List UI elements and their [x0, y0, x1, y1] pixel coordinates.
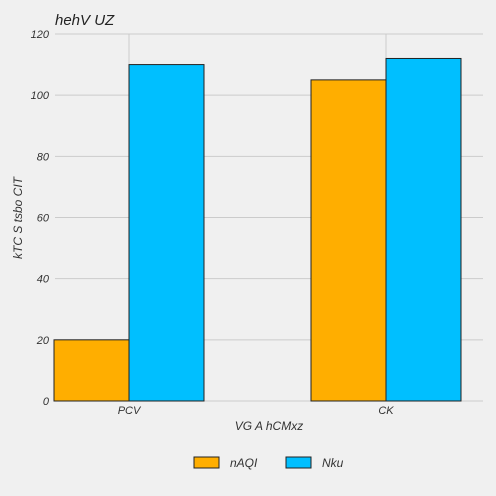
- y-tick-label: 0: [43, 396, 50, 408]
- bar-Nku-CK: [385, 57, 462, 402]
- bar-nAQI-CK: [310, 79, 387, 402]
- legend-label-Nku: Nku: [322, 456, 344, 470]
- y-tick-label: 80: [37, 151, 50, 163]
- bar-Nku-PCV: [128, 64, 205, 402]
- y-tick-label: 60: [37, 213, 50, 225]
- y-tick-label: 120: [31, 29, 50, 41]
- x-tick-label: PCV: [118, 405, 142, 417]
- legend-swatch-nAQI: [193, 456, 220, 469]
- chart-title: hehV UZ: [55, 12, 115, 29]
- x-tick-label: CK: [378, 405, 394, 417]
- x-axis-ticks: PCV CK: [118, 405, 395, 417]
- y-axis-label: kTC S tsbo CIT: [11, 175, 25, 259]
- y-tick-label: 40: [37, 274, 50, 286]
- y-axis-ticks: 0 20 40 60 80 100 120: [31, 29, 50, 408]
- y-tick-label: 20: [36, 335, 50, 347]
- y-tick-label: 100: [31, 90, 50, 102]
- legend-swatch-Nku: [285, 456, 312, 469]
- bar-nAQI-PCV: [53, 339, 130, 402]
- bars: [53, 57, 462, 402]
- x-axis-label: VG A hCMxz: [235, 419, 303, 433]
- legend: nAQI Nku: [193, 456, 344, 470]
- legend-label-nAQI: nAQI: [230, 456, 258, 470]
